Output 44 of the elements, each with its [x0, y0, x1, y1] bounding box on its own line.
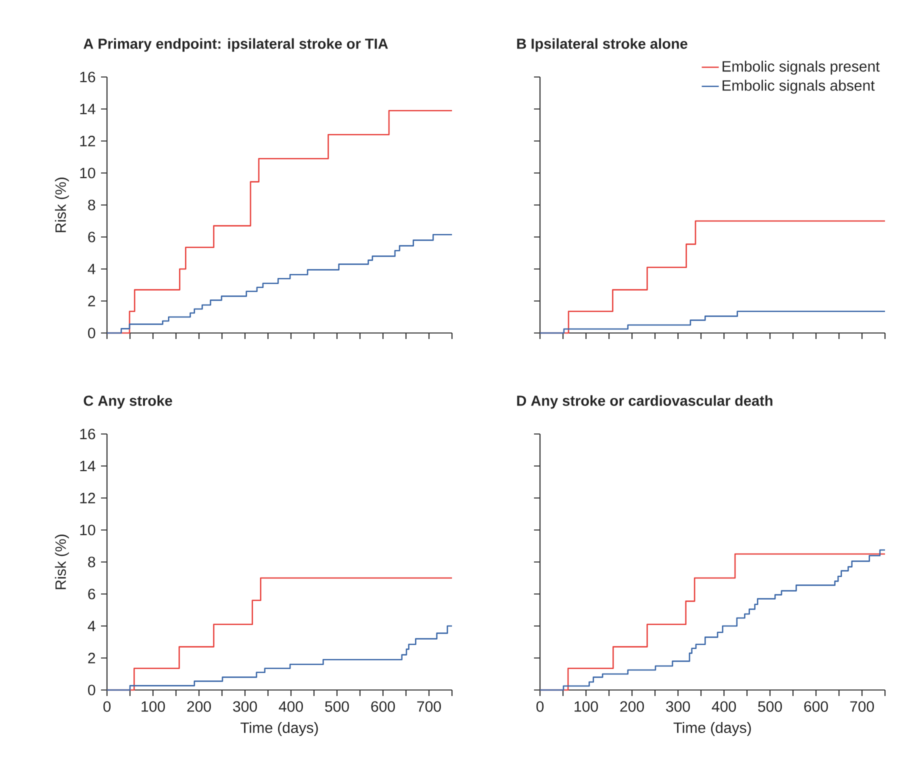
y-tick-label: 0 — [88, 684, 96, 696]
legend-label: Embolic signals present — [722, 60, 880, 75]
x-axis-title: Time (days) — [674, 722, 751, 736]
y-tick-label: 16 — [80, 72, 96, 82]
x-tick-label: 300 — [666, 701, 690, 712]
y-tick-label: 6 — [88, 588, 96, 600]
y-axis-title: Risk (%) — [54, 178, 69, 232]
chart-title: A Primary endpoint: ipsilateral stroke or TIA — [84, 38, 388, 52]
x-tick-label: 0 — [103, 701, 111, 712]
chart-title: D Any stroke or cardiovascular death — [517, 395, 772, 409]
y-tick-label: 14 — [80, 460, 96, 472]
x-tick-label: 100 — [142, 701, 165, 712]
x-tick-label: 200 — [620, 701, 644, 712]
y-tick-label: 4 — [88, 620, 96, 632]
x-axis-title: Time (days) — [240, 722, 318, 736]
x-tick-label: 300 — [233, 701, 257, 712]
x-tick-label: 0 — [536, 701, 544, 712]
x-tick-label: 100 — [574, 701, 598, 712]
x-tick-label: 600 — [371, 701, 395, 712]
x-tick-label: 400 — [278, 701, 303, 712]
legend-label: Embolic signals absent — [722, 80, 875, 94]
y-tick-label: 12 — [80, 136, 96, 146]
x-tick-label: 400 — [712, 701, 736, 712]
x-tick-label: 700 — [417, 701, 441, 712]
y-tick-label: 10 — [80, 168, 96, 178]
y-tick-label: 12 — [80, 492, 96, 504]
y-tick-label: 8 — [88, 200, 96, 210]
y-axis-title: Risk (%) — [54, 534, 69, 590]
y-tick-label: 6 — [88, 232, 96, 242]
y-tick-label: 14 — [80, 104, 96, 114]
y-tick-label: 2 — [88, 296, 96, 306]
chart-title: B Ipsilateral stroke alone — [517, 38, 688, 52]
chart-title: C Any stroke — [84, 395, 172, 409]
x-tick-label: 200 — [187, 701, 211, 712]
x-tick-label: 500 — [325, 701, 349, 712]
y-tick-label: 16 — [80, 428, 96, 440]
y-tick-label: 8 — [88, 556, 96, 568]
y-tick-label: 10 — [80, 524, 96, 536]
x-tick-label: 500 — [758, 701, 782, 712]
x-tick-label: 700 — [850, 701, 874, 712]
y-tick-label: 2 — [88, 652, 96, 664]
y-tick-label: 0 — [88, 328, 96, 338]
y-tick-label: 4 — [88, 264, 96, 274]
x-tick-label: 600 — [804, 701, 828, 712]
